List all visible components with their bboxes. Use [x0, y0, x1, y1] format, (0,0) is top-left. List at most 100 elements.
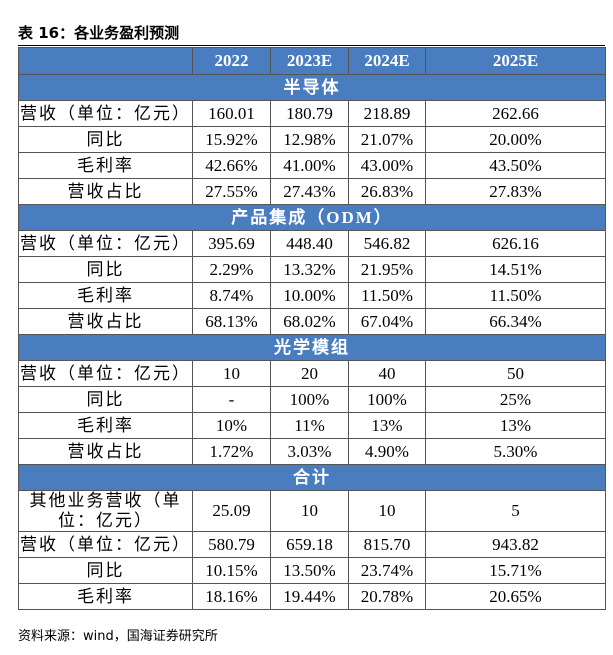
data-cell: 5	[425, 490, 606, 532]
data-cell: 43.50%	[425, 152, 606, 179]
data-row: 毛利率 10% 11% 13% 13%	[18, 412, 606, 439]
data-cell: 13.32%	[270, 256, 349, 283]
data-cell: 13.50%	[270, 557, 349, 584]
data-row: 同比 -100% 100% 25%	[18, 386, 606, 413]
section-title: 产品集成（ODM）	[18, 204, 606, 231]
data-row: 营收（单位：亿元） 160.01 180.79 218.89 262.66	[18, 100, 606, 127]
data-cell: 659.18	[270, 531, 349, 558]
data-cell: 546.82	[348, 230, 426, 257]
header-cell: 2025E	[425, 47, 606, 75]
data-row: 营收（单位：亿元） 10 20 40 50	[18, 360, 606, 387]
row-label: 同比	[18, 126, 193, 153]
row-label: 同比	[18, 557, 193, 584]
data-cell: 67.04%	[348, 308, 426, 335]
data-cell: 13%	[425, 412, 606, 439]
data-cell: 10	[348, 490, 426, 532]
row-label: 毛利率	[18, 412, 193, 439]
row-label: 同比	[18, 386, 193, 413]
row-label: 同比	[18, 256, 193, 283]
title-rule	[18, 45, 605, 46]
data-row: 毛利率 18.16% 19.44% 20.78% 20.65%	[18, 583, 606, 610]
row-label: 营收（单位：亿元）	[18, 100, 193, 127]
data-row: 同比 15.92% 12.98% 21.07% 20.00%	[18, 126, 606, 153]
header-cell: 2022	[192, 47, 271, 75]
data-row: 同比 2.29% 13.32% 21.95% 14.51%	[18, 256, 606, 283]
data-cell: 5.30%	[425, 438, 606, 465]
data-cell: 160.01	[192, 100, 271, 127]
data-cell: 27.83%	[425, 178, 606, 205]
row-label: 营收（单位：亿元）	[18, 360, 193, 387]
data-cell: 180.79	[270, 100, 349, 127]
section-title: 光学模组	[18, 334, 606, 361]
data-cell: 1.72%	[192, 438, 271, 465]
data-cell: 100%	[270, 386, 349, 413]
data-cell: 25.09	[192, 490, 271, 532]
data-cell: 100%	[348, 386, 426, 413]
data-cell: 15.92%	[192, 126, 271, 153]
data-cell: 11.50%	[425, 282, 606, 309]
data-cell: 10%	[192, 412, 271, 439]
row-label: 营收（单位：亿元）	[18, 531, 193, 558]
data-cell: 50	[425, 360, 606, 387]
data-cell: 19.44%	[270, 583, 349, 610]
row-label: 其他业务营收（单位：亿元）	[18, 490, 193, 532]
data-row: 同比 10.15% 13.50% 23.74% 15.71%	[18, 557, 606, 584]
section-title: 合计	[18, 464, 606, 491]
data-row: 营收占比 68.13% 68.02% 67.04% 66.34%	[18, 308, 606, 335]
header-cell: 2024E	[348, 47, 426, 75]
data-cell: 218.89	[348, 100, 426, 127]
data-cell: -	[192, 386, 271, 413]
data-cell: 20	[270, 360, 349, 387]
data-row: 营收占比 27.55% 27.43% 26.83% 27.83%	[18, 178, 606, 205]
table: 2022 2023E 2024E 2025E 半导体 营收（单位：亿元） 160.01 180…	[18, 47, 606, 610]
data-row: 毛利率 8.74% 10.00% 11.50% 11.50%	[18, 282, 606, 309]
data-cell: 20.65%	[425, 583, 606, 610]
row-label: 营收（单位：亿元）	[18, 230, 193, 257]
data-cell: 27.55%	[192, 178, 271, 205]
header-row: 2022 2023E 2024E 2025E	[18, 47, 606, 75]
data-cell: 21.95%	[348, 256, 426, 283]
header-cell: 2023E	[270, 47, 349, 75]
data-row: 营收占比 1.72% 3.03% 4.90% 5.30%	[18, 438, 606, 465]
data-cell: 815.70	[348, 531, 426, 558]
data-cell: 12.98%	[270, 126, 349, 153]
data-cell: 580.79	[192, 531, 271, 558]
data-cell: 10	[270, 490, 349, 532]
data-row: 其他业务营收（单位：亿元） 25.09 10 10 5	[18, 490, 606, 532]
table-title: 表 16：各业务盈利预测	[18, 24, 180, 42]
header-cell	[18, 47, 193, 75]
data-cell: 20.00%	[425, 126, 606, 153]
data-cell: 626.16	[425, 230, 606, 257]
data-row: 营收（单位：亿元） 580.79 659.18 815.70 943.82	[18, 531, 606, 558]
data-row: 毛利率 42.66% 41.00% 43.00% 43.50%	[18, 152, 606, 179]
section-row: 光学模组	[18, 334, 606, 361]
data-cell: 42.66%	[192, 152, 271, 179]
data-cell: 41.00%	[270, 152, 349, 179]
data-cell: 14.51%	[425, 256, 606, 283]
section-title: 半导体	[18, 74, 606, 101]
data-cell: 11%	[270, 412, 349, 439]
data-cell: 11.50%	[348, 282, 426, 309]
data-cell: 18.16%	[192, 583, 271, 610]
data-cell: 2.29%	[192, 256, 271, 283]
data-cell: 66.34%	[425, 308, 606, 335]
data-cell: 20.78%	[348, 583, 426, 610]
data-cell: 21.07%	[348, 126, 426, 153]
data-cell: 3.03%	[270, 438, 349, 465]
row-label: 毛利率	[18, 583, 193, 610]
data-cell: 13%	[348, 412, 426, 439]
data-cell: 25%	[425, 386, 606, 413]
data-cell: 10.00%	[270, 282, 349, 309]
row-label: 营收占比	[18, 438, 193, 465]
data-cell: 68.13%	[192, 308, 271, 335]
section-row: 产品集成（ODM）	[18, 204, 606, 231]
data-cell: 395.69	[192, 230, 271, 257]
row-label: 营收占比	[18, 308, 193, 335]
row-label: 营收占比	[18, 178, 193, 205]
data-cell: 262.66	[425, 100, 606, 127]
data-cell: 27.43%	[270, 178, 349, 205]
data-cell: 26.83%	[348, 178, 426, 205]
data-cell: 10.15%	[192, 557, 271, 584]
data-cell: 10	[192, 360, 271, 387]
